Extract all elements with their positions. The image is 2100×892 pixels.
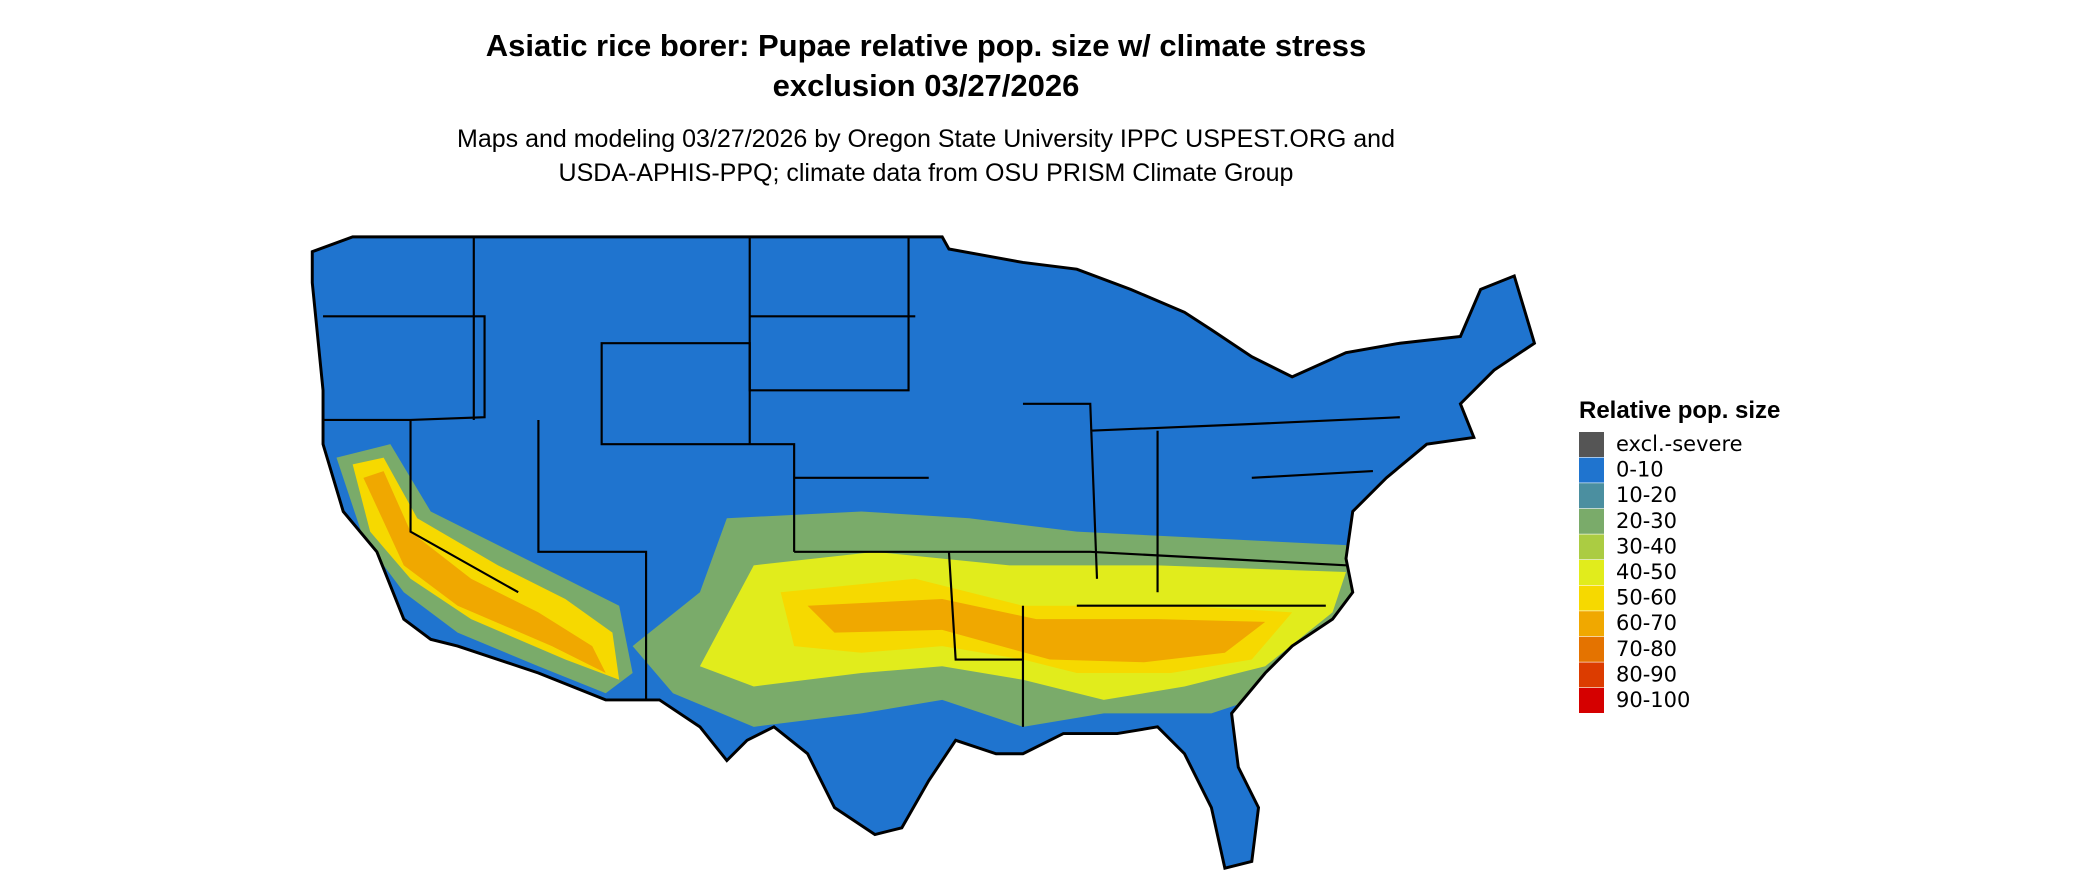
title-line: Asiatic rice borer: Pupae relative pop. … <box>486 28 1366 63</box>
legend-label: 70-80 <box>1616 637 1677 661</box>
legend-swatch <box>1579 508 1604 534</box>
legend-label: 80-90 <box>1616 662 1677 686</box>
legend-title: Relative pop. size <box>1579 397 1780 424</box>
legend-swatch <box>1579 457 1604 483</box>
legend-swatch <box>1579 585 1604 611</box>
legend-label: 60-70 <box>1616 611 1677 635</box>
legend-swatch <box>1579 636 1604 662</box>
legend-swatch <box>1579 611 1604 637</box>
legend-swatch <box>1579 662 1604 688</box>
legend-label: 30-40 <box>1616 534 1677 558</box>
legend-swatch <box>1579 560 1604 585</box>
legend-label: 40-50 <box>1616 560 1677 584</box>
legend-label: 10-20 <box>1616 483 1677 507</box>
map <box>310 235 1536 870</box>
legend: Relative pop. size excl.-severe0-1010-20… <box>1579 397 1780 713</box>
legend-swatch <box>1579 483 1604 509</box>
subtitle-line: USDA-APHIS-PPQ; climate data from OSU PR… <box>559 159 1294 187</box>
legend-swatch <box>1579 432 1604 457</box>
title-line: exclusion 03/27/2026 <box>773 68 1080 103</box>
legend-label: excl.-severe <box>1616 432 1743 456</box>
legend-label: 90-100 <box>1616 688 1690 712</box>
legend-swatch <box>1579 688 1604 713</box>
legend-label: 20-30 <box>1616 509 1677 533</box>
legend-label: 50-60 <box>1616 586 1677 610</box>
legend-label: 0-10 <box>1616 458 1664 482</box>
legend-swatch <box>1579 534 1604 560</box>
subtitle-line: Maps and modeling 03/27/2026 by Oregon S… <box>457 125 1395 153</box>
